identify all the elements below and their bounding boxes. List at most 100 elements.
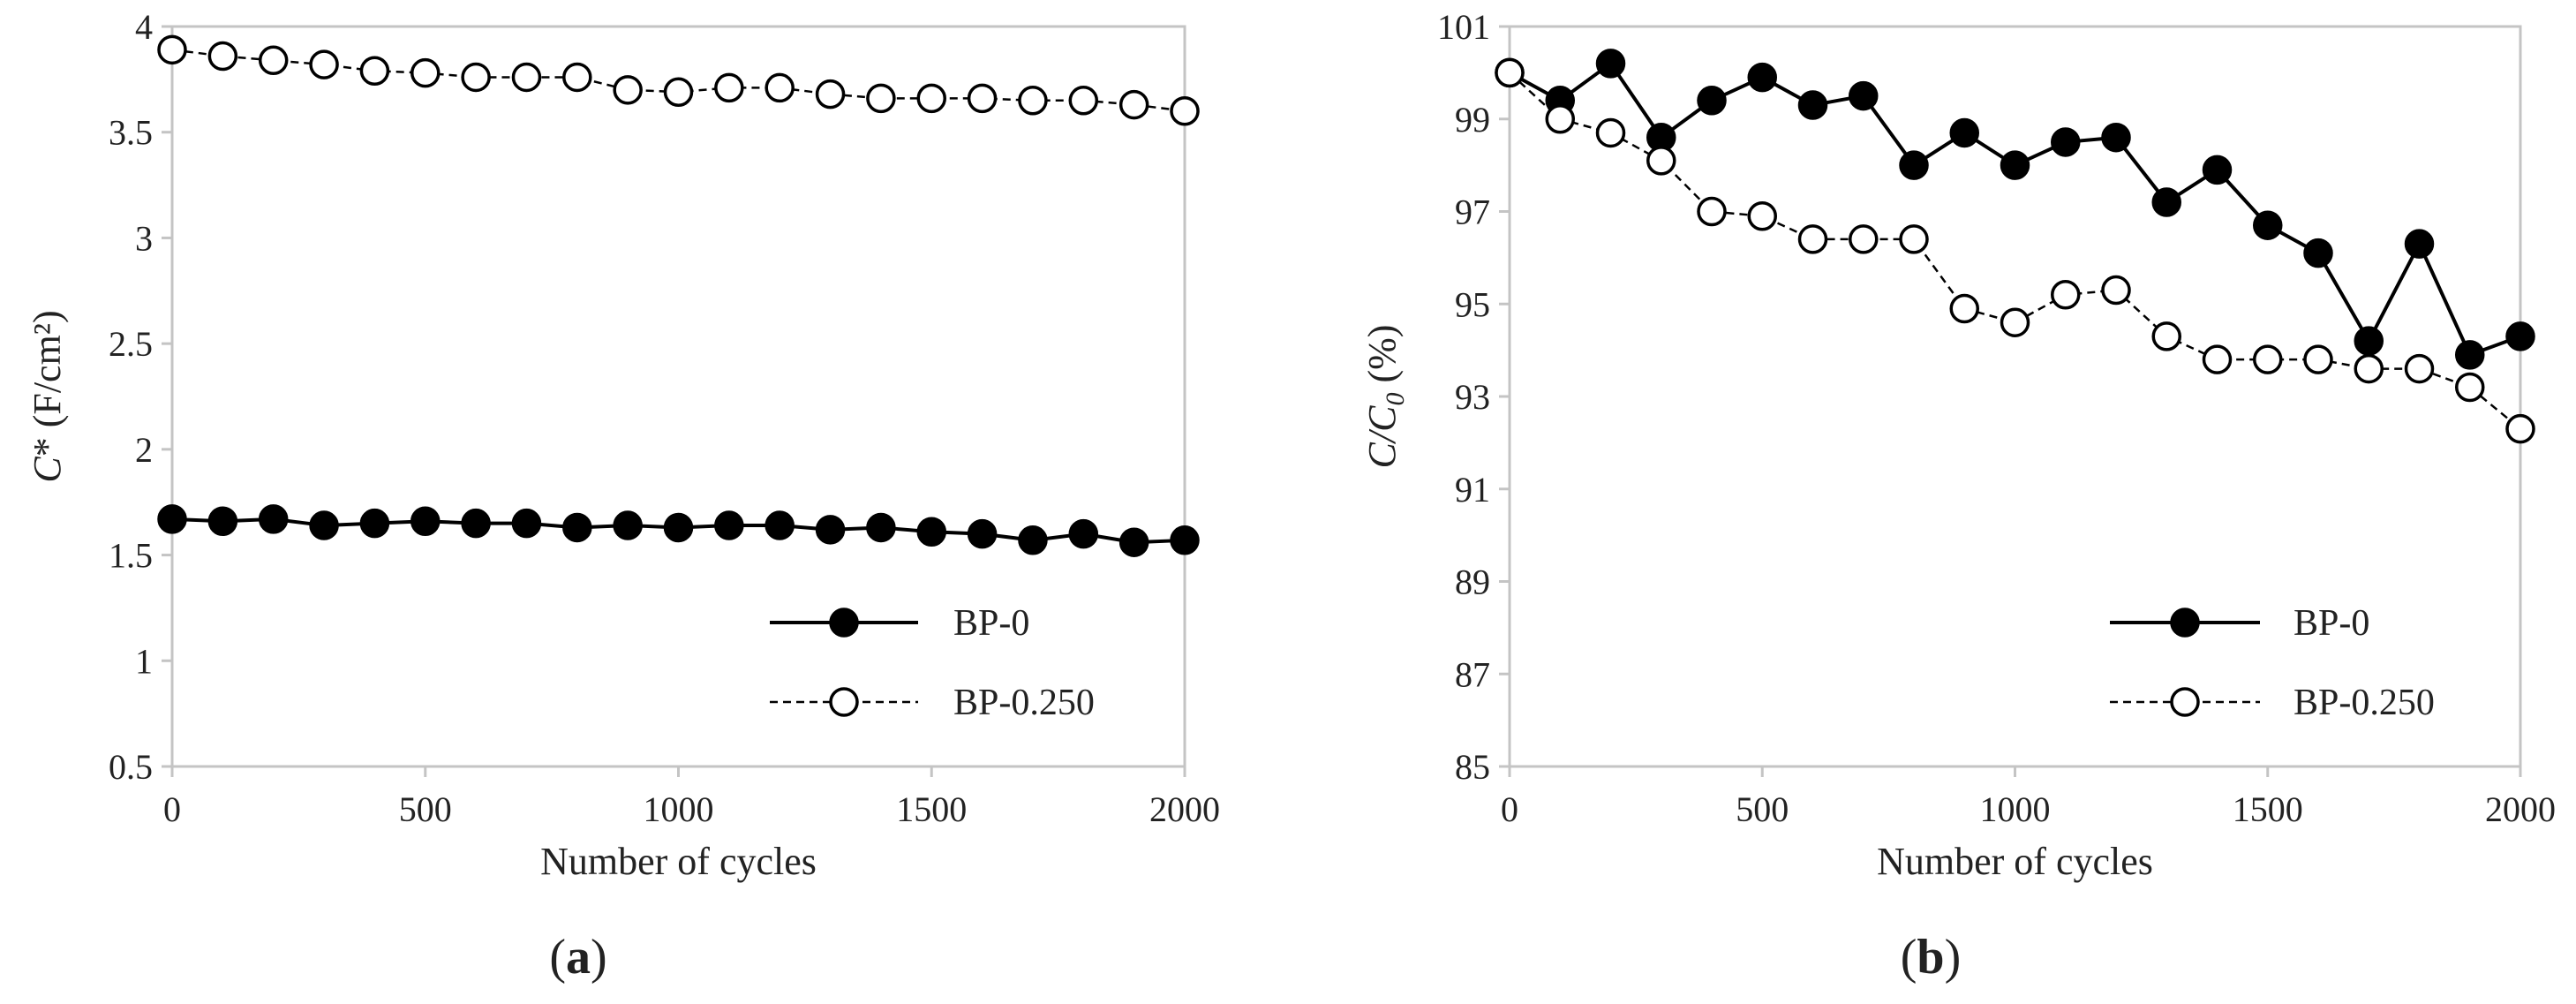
y-tick-label: 1.5 (109, 536, 153, 576)
data-point (207, 506, 238, 537)
data-point (916, 517, 946, 547)
data-point (562, 512, 592, 543)
data-point (613, 75, 643, 105)
data-point (2303, 344, 2333, 374)
data-point (1170, 96, 1200, 126)
x-axis-title: Number of cycles (1877, 840, 2153, 883)
x-tick-label: 500 (399, 789, 452, 829)
data-point (309, 510, 339, 540)
y-axis-title-italic: C/C (1360, 405, 1404, 469)
data-point (1747, 200, 1777, 231)
legend-marker (2170, 608, 2200, 638)
data-point (663, 512, 694, 543)
data-point (1747, 62, 1777, 93)
data-point (916, 83, 946, 114)
data-point (2000, 150, 2030, 180)
y-tick-label: 99 (1455, 100, 1490, 140)
y-tick-label: 4 (135, 7, 153, 47)
data-point (2253, 210, 2283, 240)
data-point (461, 508, 491, 539)
data-point (2354, 326, 2384, 356)
data-point (866, 512, 896, 543)
y-tick-label: 1 (135, 641, 153, 681)
x-axis-title: Number of cycles (540, 840, 817, 883)
x-tick-label: 1500 (2233, 789, 2303, 829)
legend-label: BP-0.250 (2294, 683, 2435, 723)
data-point (967, 83, 998, 114)
data-point (1899, 150, 1929, 180)
panel-caption: (b) (1901, 930, 1961, 985)
caption-close-paren: ) (1945, 930, 1962, 985)
y-tick-label: 91 (1455, 470, 1490, 510)
y-axis-title-rest: (%) (1360, 325, 1404, 393)
y-axis-title-italic: C (26, 457, 69, 483)
data-point (309, 49, 339, 79)
data-point (663, 77, 694, 107)
legend-marker (829, 608, 859, 638)
data-point (2101, 275, 2131, 306)
caption-letter: a (566, 930, 591, 985)
data-point (1170, 525, 1200, 555)
data-point (1797, 224, 1828, 254)
y-axis-title-subscript: 0 (1381, 393, 1410, 406)
x-tick-label: 1000 (644, 789, 714, 829)
y-axis-title: C* (F/cm²) (26, 310, 69, 482)
data-point (258, 504, 289, 534)
data-point (562, 62, 592, 93)
y-tick-label: 3 (135, 218, 153, 258)
data-point (1949, 293, 1979, 324)
data-point (613, 510, 643, 540)
y-tick-label: 85 (1455, 747, 1490, 787)
data-point (1018, 525, 1048, 555)
data-point (157, 34, 187, 65)
caption-close-paren: ) (591, 930, 607, 985)
data-point (411, 506, 441, 537)
data-point (866, 83, 896, 114)
data-point (411, 57, 441, 88)
x-tick-label: 1500 (896, 789, 967, 829)
data-point (1068, 86, 1099, 116)
plot-area-frame (170, 25, 1186, 768)
y-tick-label: 3.5 (109, 113, 153, 153)
data-point (1949, 117, 1979, 148)
caption-open-paren: ( (1901, 930, 1917, 985)
y-tick-label: 2.5 (109, 324, 153, 364)
data-point (1797, 90, 1828, 120)
data-point (714, 510, 744, 540)
data-point (1495, 57, 1525, 88)
data-point (1119, 89, 1149, 120)
data-point (765, 72, 795, 103)
data-point (1697, 196, 1727, 227)
legend-label: BP-0 (953, 603, 1029, 644)
legend-marker (2170, 687, 2200, 717)
data-point (815, 515, 846, 545)
x-tick-label: 500 (1736, 789, 1789, 829)
data-point (1018, 86, 1048, 116)
x-tick-label: 0 (1501, 789, 1518, 829)
y-tick-label: 95 (1455, 284, 1490, 324)
data-point (2455, 372, 2485, 403)
data-point (258, 45, 289, 76)
data-point (2404, 353, 2435, 384)
data-point (359, 508, 390, 539)
data-point (207, 41, 238, 72)
data-point (461, 62, 491, 93)
data-point (359, 56, 390, 87)
data-point (2051, 127, 2081, 157)
data-point (1849, 80, 1879, 111)
legend-label: BP-0 (2294, 603, 2369, 644)
data-point (967, 518, 998, 549)
data-point (2151, 321, 2181, 351)
data-point (1899, 224, 1929, 254)
data-point (1119, 527, 1149, 557)
data-point (2202, 155, 2233, 185)
data-point (1595, 49, 1626, 79)
y-tick-label: 97 (1455, 192, 1490, 232)
y-tick-label: 93 (1455, 377, 1490, 417)
data-point (2354, 353, 2384, 384)
data-point (2404, 229, 2435, 259)
data-point (2505, 321, 2535, 351)
data-point (1068, 518, 1099, 549)
